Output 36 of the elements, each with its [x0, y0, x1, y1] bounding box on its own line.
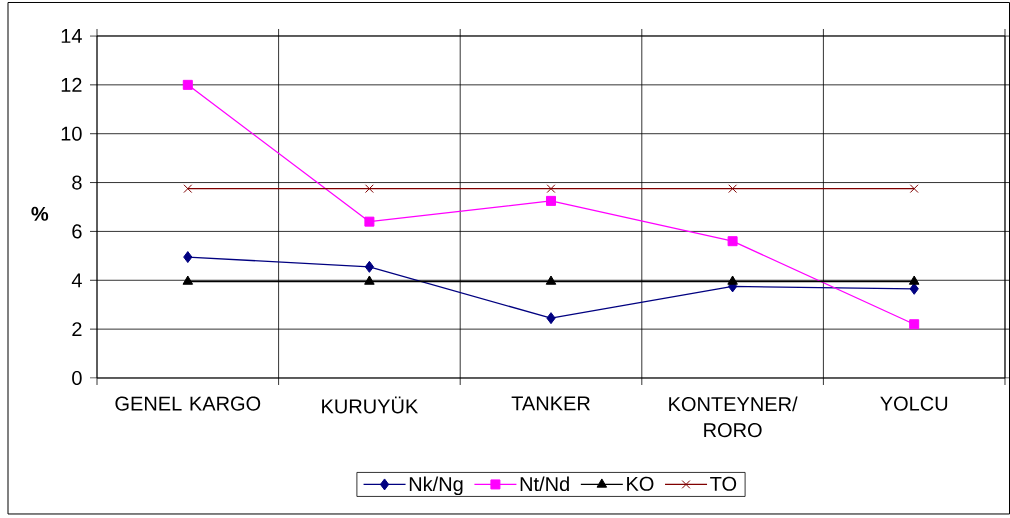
point — [909, 319, 920, 330]
x-tick-label: KONTEYNER/ RORO — [669, 396, 798, 438]
point — [182, 275, 194, 285]
y-tick-label: 6 — [72, 224, 82, 239]
legend-label: Nk/Ng — [409, 476, 463, 496]
y-tick-label: 12 — [61, 77, 82, 92]
point — [365, 184, 374, 194]
legend-label: KO — [627, 476, 654, 491]
y-tick-label: 10 — [61, 126, 82, 141]
y-tick-label: 14 — [61, 29, 82, 43]
point — [546, 195, 556, 206]
legend-label: TO — [710, 476, 737, 491]
point — [909, 184, 919, 194]
y-tick-label: 0 — [72, 370, 82, 386]
point — [364, 216, 375, 227]
point — [728, 184, 737, 194]
legend-label: Nt/Nd — [520, 476, 569, 492]
point — [727, 275, 738, 285]
point — [182, 79, 193, 90]
x-tick-label: YOLCU — [880, 396, 948, 411]
y-axis-title: % — [31, 206, 49, 221]
y-tick-label: 8 — [72, 175, 82, 190]
y-tick-label: 2 — [72, 322, 82, 337]
point — [546, 184, 556, 194]
point — [908, 275, 920, 285]
y-tick-label: 4 — [71, 273, 82, 288]
x-tick-label: GENEL KARGO — [115, 396, 261, 411]
point — [183, 251, 193, 264]
point — [727, 236, 738, 247]
point — [546, 312, 556, 325]
point — [364, 275, 375, 285]
x-tick-label: TANKER — [511, 396, 590, 411]
point — [545, 275, 557, 285]
point — [183, 184, 193, 194]
point — [364, 260, 375, 273]
x-tick-label: KURUYÜK — [322, 396, 419, 414]
